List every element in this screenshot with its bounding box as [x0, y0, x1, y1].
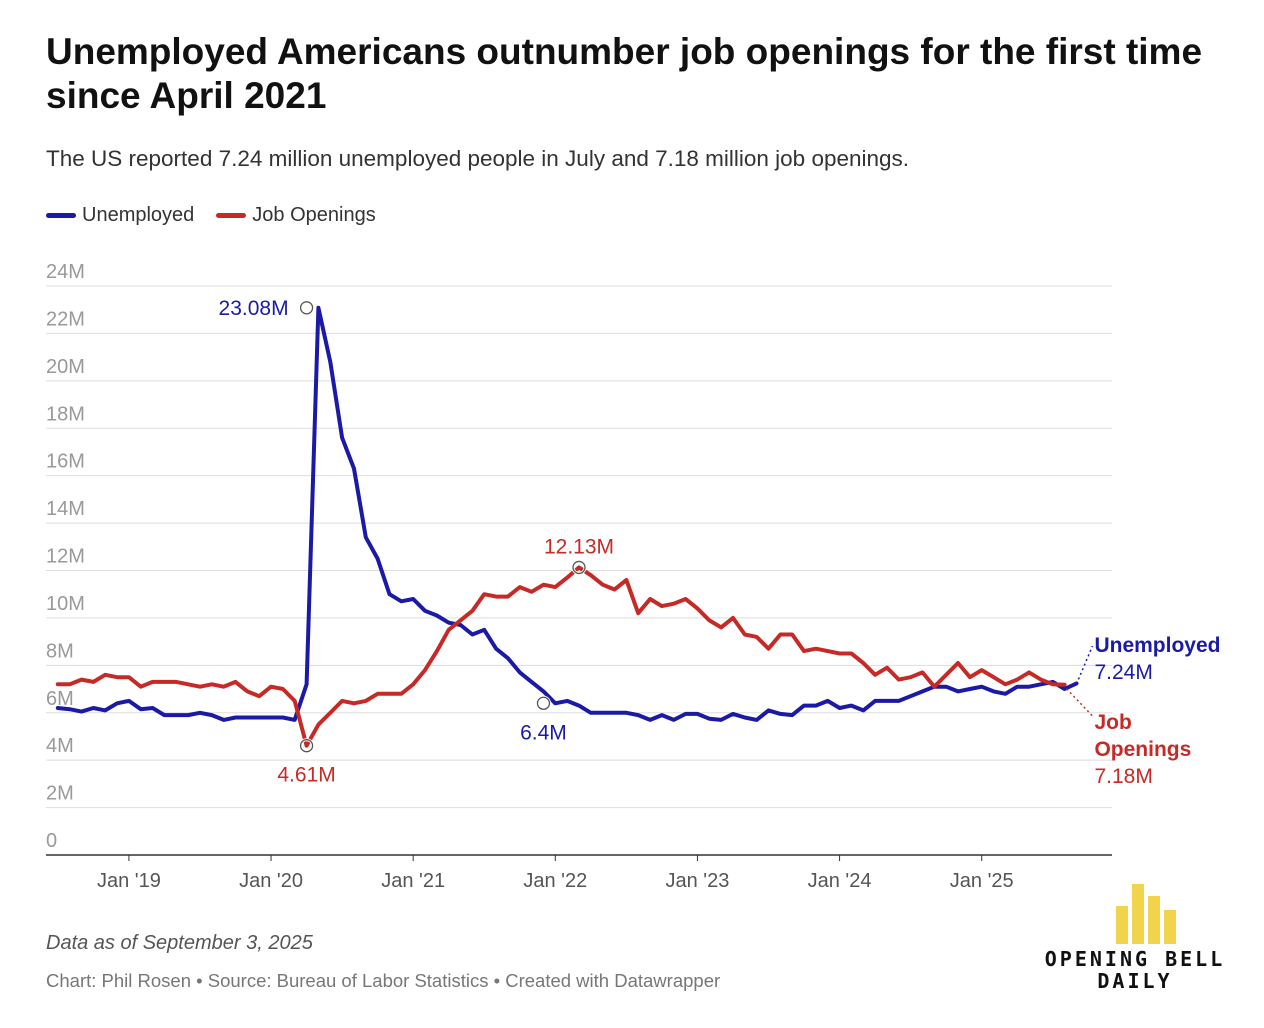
- legend-label-unemployed: Unemployed: [82, 204, 195, 226]
- series-line-job-openings: [55, 565, 1067, 748]
- end-label-value-job-openings: 7.18M: [1094, 765, 1152, 788]
- legend-item-job-openings: Job Openings: [216, 204, 376, 227]
- annotation-marker: [299, 739, 314, 753]
- chart-legend: Unemployed Job Openings: [46, 204, 376, 227]
- end-label-name-job-openings: Job: [1094, 711, 1131, 734]
- x-tick-label: Jan '19: [97, 870, 161, 892]
- line-chart: 0 2M 4M 6M 8M 10M 12M 14M 16M 18M 20M 22M 24M Jan '19…: [46, 261, 1220, 892]
- y-tick-label: 12M: [46, 546, 85, 568]
- annotation-label: 12.13M: [544, 535, 614, 558]
- y-tick-label: 20M: [46, 356, 85, 378]
- legend-item-unemployed: Unemployed: [46, 204, 194, 227]
- x-tick-label: Jan '20: [239, 870, 303, 892]
- x-tick-label: Jan '21: [381, 870, 445, 892]
- end-label-value-unemployed: 7.24M: [1094, 661, 1152, 684]
- y-tick-label: 24M: [46, 261, 85, 283]
- y-tick-label: 6M: [46, 688, 74, 710]
- y-tick-label: 22M: [46, 308, 85, 330]
- y-tick-label: 18M: [46, 403, 85, 425]
- y-tick-label: 10M: [46, 593, 85, 615]
- chart-title: Unemployed Americans outnumber job openi…: [46, 31, 1203, 116]
- end-label-leader-unemployed: [1077, 645, 1094, 680]
- chart-subtitle: The US reported 7.24 million unemployed …: [46, 146, 910, 171]
- annotation-label: 23.08M: [219, 297, 289, 320]
- y-tick-label: 14M: [46, 498, 85, 520]
- y-tick-label: 4M: [46, 735, 74, 757]
- legend-swatch-job-openings: [216, 213, 247, 218]
- y-tick-label: 8M: [46, 640, 74, 662]
- chart-credits: Chart: Phil Rosen • Source: Bureau of La…: [46, 970, 721, 991]
- annotation-marker: [299, 301, 314, 315]
- data-date-note: Data as of September 3, 2025: [46, 932, 313, 954]
- legend-swatch-unemployed: [46, 213, 76, 218]
- y-tick-label: 16M: [46, 451, 85, 473]
- legend-label-job-openings: Job Openings: [252, 204, 376, 226]
- annotation-label: 4.61M: [277, 764, 335, 787]
- annotation-label: 6.4M: [520, 721, 567, 744]
- logo-text: OPENING BELL DAILY: [1030, 948, 1240, 992]
- annotation-marker: [572, 560, 586, 575]
- x-tick-label: Jan '23: [666, 870, 730, 892]
- annotation-marker: [536, 696, 551, 710]
- end-label-name-unemployed: Unemployed: [1094, 634, 1220, 657]
- logo-text-line2: DAILY: [1097, 969, 1173, 993]
- x-tick-label: Jan '25: [950, 870, 1014, 892]
- x-tick-label: Jan '22: [523, 870, 587, 892]
- logo-text-line1: OPENING BELL: [1044, 947, 1226, 971]
- y-tick-label: 0: [46, 830, 57, 852]
- opening-bell-daily-logo: OPENING BELL DAILY: [1030, 884, 1240, 994]
- end-label-name-job-openings: Openings: [1094, 738, 1191, 761]
- series-line-unemployed: [55, 305, 1079, 722]
- y-tick-label: 2M: [46, 783, 74, 805]
- x-tick-label: Jan '24: [808, 870, 872, 892]
- bar-chart-logo-icon: [1116, 884, 1176, 944]
- end-label-leader-job-openings: [1066, 688, 1094, 717]
